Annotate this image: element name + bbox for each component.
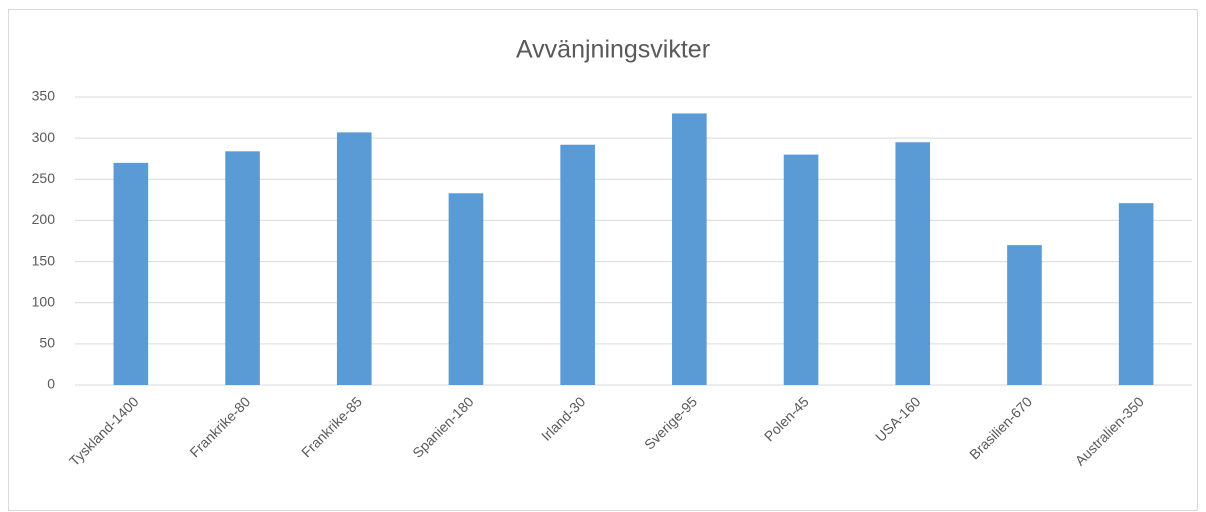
bar (336, 132, 372, 385)
y-tick-label: 150 (32, 252, 56, 268)
chart-border (8, 9, 1198, 511)
bar (560, 144, 595, 385)
y-tick-label: 250 (32, 170, 56, 186)
bar (113, 162, 149, 385)
y-tick-label: 200 (32, 211, 56, 227)
y-tick-label: 0 (47, 376, 55, 392)
bar (448, 193, 484, 385)
bar (783, 154, 819, 385)
bar (1118, 203, 1154, 385)
bar (225, 151, 260, 385)
bar (1007, 245, 1042, 385)
chart-title: Avvänjningsvikter (516, 36, 710, 64)
bar (672, 113, 707, 385)
y-tick-label: 50 (39, 335, 55, 351)
bar (895, 142, 931, 385)
y-tick-label: 300 (32, 129, 56, 145)
y-tick-label: 350 (32, 88, 56, 104)
y-tick-label: 100 (32, 293, 56, 309)
